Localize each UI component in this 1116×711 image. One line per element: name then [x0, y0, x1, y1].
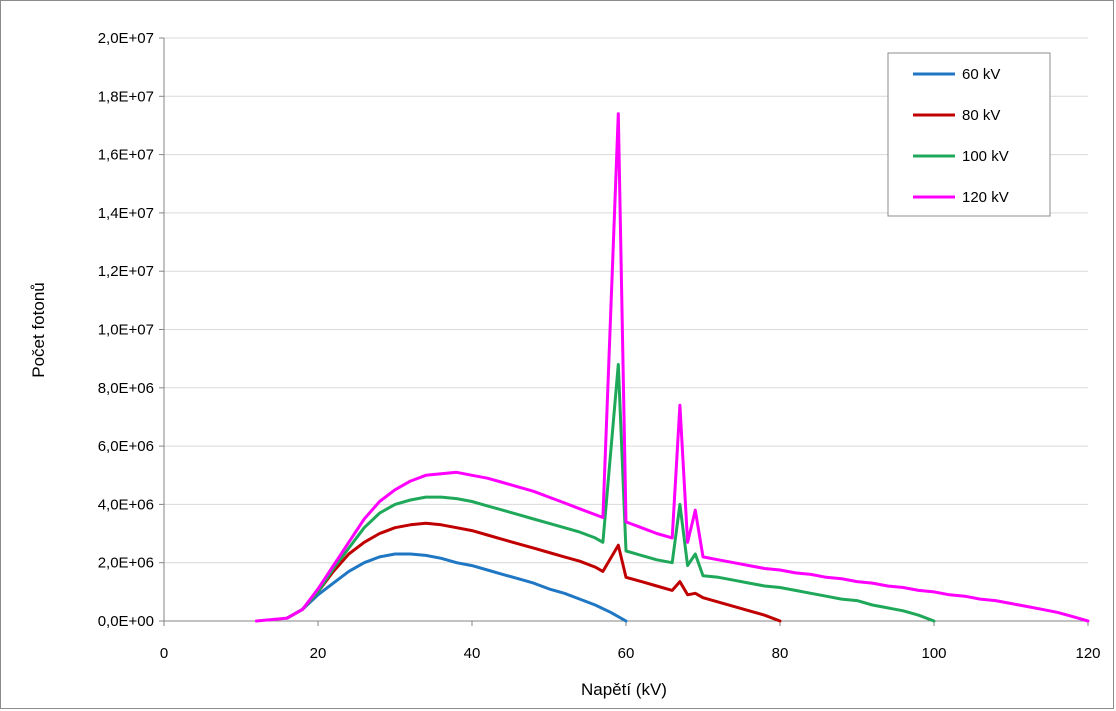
y-tick-label: 0,0E+00 — [98, 613, 154, 630]
x-axis-title: Napětí (kV) — [581, 680, 667, 699]
y-tick-label: 8,0E+06 — [98, 380, 154, 397]
legend-label: 80 kV — [962, 107, 1000, 124]
x-tick-label: 100 — [921, 645, 946, 662]
legend-label: 60 kV — [962, 66, 1000, 83]
series-line-100-kv — [285, 363, 936, 623]
y-tick-label: 2,0E+07 — [98, 30, 154, 47]
y-tick-label: 1,6E+07 — [98, 147, 154, 164]
x-tick-label: 20 — [310, 645, 327, 662]
y-tick-label: 2,0E+06 — [98, 555, 154, 572]
y-axis-title: Počet fotonů — [29, 282, 48, 377]
x-tick-label: 80 — [772, 645, 789, 662]
legend-label: 120 kV — [962, 189, 1009, 206]
x-tick-label: 60 — [618, 645, 635, 662]
x-tick-label: 120 — [1075, 645, 1100, 662]
x-tick-label: 40 — [464, 645, 481, 662]
y-tick-label: 1,2E+07 — [98, 263, 154, 280]
series-line-60-kv — [285, 552, 628, 623]
series-line-80-kv — [285, 521, 782, 623]
legend-label: 100 kV — [962, 148, 1009, 165]
x-tick-label: 0 — [160, 645, 168, 662]
series-line-120-kv — [254, 112, 1090, 623]
legend: 60 kV 80 kV 100 kV 120 kV — [887, 52, 1051, 217]
y-tick-label: 1,4E+07 — [98, 205, 154, 222]
y-tick-label: 6,0E+06 — [98, 438, 154, 455]
y-tick-label: 1,8E+07 — [98, 88, 154, 105]
y-tick-label: 4,0E+06 — [98, 496, 154, 513]
tick-labels: 0,0E+00 2,0E+06 4,0E+06 6,0E+06 8,0E+06 1,0E+… — [98, 30, 1101, 662]
y-tick-label: 1,0E+07 — [98, 322, 154, 339]
series-lines — [254, 112, 1090, 623]
legend-box — [887, 52, 1051, 217]
